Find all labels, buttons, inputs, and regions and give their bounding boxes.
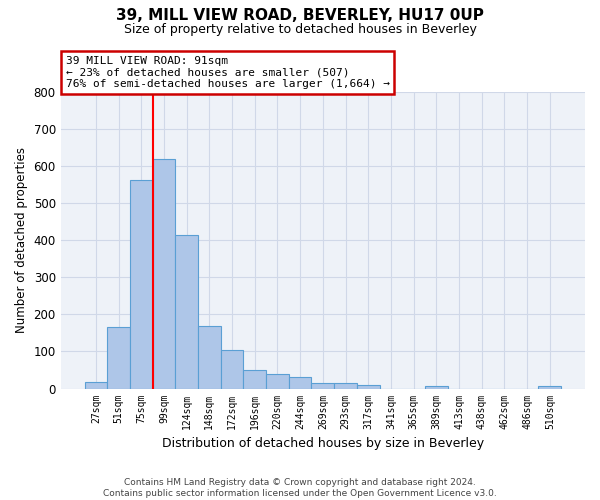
Bar xyxy=(244,370,266,388)
Bar xyxy=(221,350,244,389)
Bar xyxy=(311,384,334,388)
Text: Size of property relative to detached houses in Beverley: Size of property relative to detached ho… xyxy=(124,22,476,36)
Text: Contains HM Land Registry data © Crown copyright and database right 2024.
Contai: Contains HM Land Registry data © Crown c… xyxy=(103,478,497,498)
Bar xyxy=(357,385,380,388)
Bar xyxy=(289,378,311,388)
Y-axis label: Number of detached properties: Number of detached properties xyxy=(15,148,28,334)
Bar xyxy=(425,386,448,388)
Bar xyxy=(266,374,289,388)
Text: 39 MILL VIEW ROAD: 91sqm
← 23% of detached houses are smaller (507)
76% of semi-: 39 MILL VIEW ROAD: 91sqm ← 23% of detach… xyxy=(66,56,390,89)
Bar xyxy=(198,326,221,388)
X-axis label: Distribution of detached houses by size in Beverley: Distribution of detached houses by size … xyxy=(162,437,484,450)
Bar xyxy=(538,386,561,388)
Bar xyxy=(175,236,198,388)
Bar xyxy=(107,328,130,388)
Bar xyxy=(334,384,357,388)
Bar xyxy=(130,180,152,388)
Bar xyxy=(85,382,107,388)
Bar xyxy=(152,159,175,388)
Text: 39, MILL VIEW ROAD, BEVERLEY, HU17 0UP: 39, MILL VIEW ROAD, BEVERLEY, HU17 0UP xyxy=(116,8,484,22)
